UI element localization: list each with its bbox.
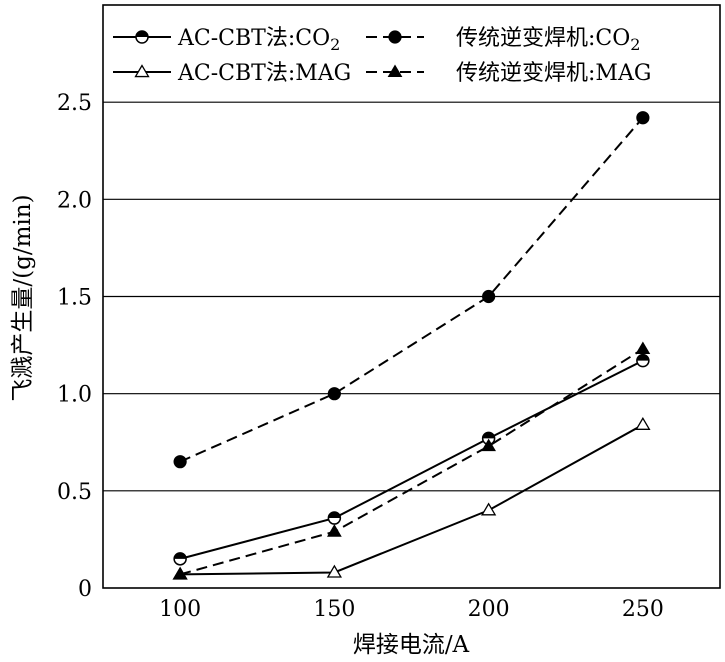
data-point [327, 511, 342, 525]
y-axis-label: 飞溅产生量/(g/min) [10, 194, 36, 401]
y-tick-label: 2.0 [57, 188, 92, 213]
legend-entry: AC-CBT法:MAG [113, 61, 351, 86]
data-point [481, 431, 496, 446]
series-line [180, 423, 644, 576]
series-line [179, 348, 644, 576]
point-fill [636, 354, 649, 361]
series-line [179, 359, 644, 560]
data-point [172, 566, 188, 580]
data-point [636, 111, 650, 125]
legend-name: 传统逆变焊机:MAG [456, 61, 651, 86]
x-tick-label: 250 [622, 597, 664, 622]
data-point [636, 353, 650, 368]
series-layer [172, 111, 651, 580]
x-tick-label: 200 [468, 597, 510, 622]
data-point [387, 64, 403, 78]
point-fill [136, 31, 148, 37]
x-axis-label: 焊接电流/A [353, 632, 470, 658]
plot-frame [102, 4, 721, 589]
y-tick-label: 0.5 [57, 480, 92, 505]
data-point [482, 289, 496, 304]
legend-label: 传统逆变焊机:CO2 [456, 26, 640, 54]
legend-entry: 传统逆变焊机:MAG [366, 61, 651, 86]
legend-entry: 传统逆变焊机:CO2 [366, 26, 640, 54]
gridlines [103, 101, 720, 492]
data-point [173, 455, 187, 469]
y-tick-label: 1.0 [57, 383, 92, 408]
legend-name: AC-CBT法:CO [177, 26, 330, 51]
legend-subscript: 2 [630, 35, 640, 54]
legend-label: AC-CBT法:MAG [177, 61, 351, 86]
x-tick-label: 100 [159, 597, 201, 622]
data-point [135, 30, 149, 44]
y-tick-label: 2.5 [57, 91, 92, 116]
legend-label: AC-CBT法:CO2 [177, 26, 340, 54]
legend-name: AC-CBT法:MAG [177, 61, 351, 86]
data-point [635, 416, 651, 430]
data-point [481, 438, 496, 452]
x-tick-label: 150 [313, 597, 355, 622]
legend-name: 传统逆变焊机:CO [456, 26, 630, 51]
data-point [173, 552, 187, 566]
point-fill [174, 552, 187, 559]
data-point [327, 524, 342, 537]
legend-entry: AC-CBT法:CO2 [113, 26, 340, 54]
legend-label: 传统逆变焊机:MAG [456, 61, 651, 86]
tick-labels: 0 0.5 1.0 1.5 2.0 2.5 100 150 200 250 [57, 91, 664, 622]
series-line [179, 117, 644, 463]
data-point [326, 564, 343, 578]
data-point [480, 502, 497, 516]
y-tick-label: 1.5 [57, 286, 92, 311]
legend-subscript: 2 [330, 35, 340, 54]
y-tick-label: 0 [78, 577, 92, 602]
data-point [635, 341, 651, 355]
data-point [134, 64, 150, 78]
point-fill [328, 512, 341, 519]
data-point [327, 387, 341, 401]
point-fill [482, 432, 495, 439]
data-point [388, 30, 402, 44]
